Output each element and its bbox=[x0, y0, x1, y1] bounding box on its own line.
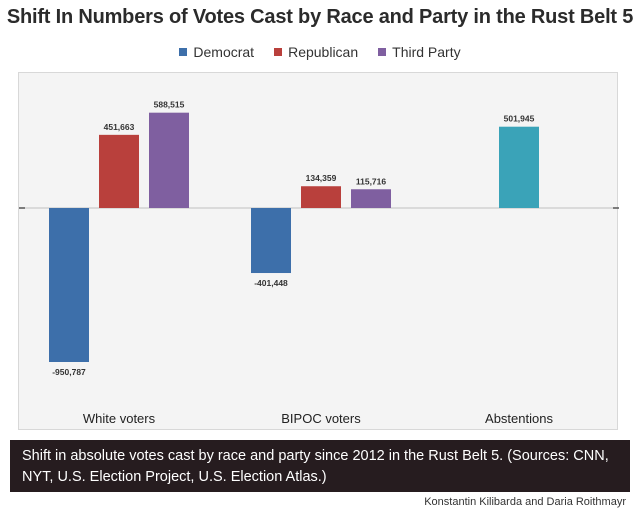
category-label-white-voters: White voters bbox=[83, 411, 156, 426]
chart-legend: Democrat Republican Third Party bbox=[0, 44, 640, 60]
democrat-white-voters-label: -950,787 bbox=[52, 367, 86, 377]
republican-bipoc-voters-bar bbox=[301, 186, 341, 208]
category-label-abstentions: Abstentions bbox=[485, 411, 553, 426]
third-party-white-voters-label: 588,515 bbox=[154, 100, 185, 110]
third-party-bipoc-voters-label: 115,716 bbox=[356, 176, 387, 186]
democrat-white-voters-bar bbox=[49, 208, 89, 362]
democrat-bipoc-voters-bar bbox=[251, 208, 291, 274]
republican-white-voters-label: 451,663 bbox=[104, 122, 135, 132]
third-party-bipoc-voters-bar bbox=[351, 189, 391, 208]
legend-item-third-party: Third Party bbox=[378, 44, 461, 60]
figure-caption: Shift in absolute votes cast by race and… bbox=[10, 440, 630, 492]
legend-label-third-party: Third Party bbox=[392, 44, 461, 60]
plot-area: -950,787 451,663 588,515 -401,448 134,359 115… bbox=[18, 72, 619, 430]
republican-white-voters-bar bbox=[99, 134, 139, 208]
legend-item-democrat: Democrat bbox=[179, 44, 254, 60]
legend-label-democrat: Democrat bbox=[193, 44, 255, 60]
chart-title: Shift In Numbers of Votes Cast by Race a… bbox=[6, 6, 634, 28]
bar-chart-svg: -950,787 451,663 588,515 -401,448 134,359 115… bbox=[19, 100, 619, 426]
third-party-white-voters-bar bbox=[149, 112, 189, 208]
legend-item-republican: Republican bbox=[274, 44, 358, 60]
legend-swatch-democrat bbox=[179, 48, 188, 56]
democrat-bipoc-voters-label: -401,448 bbox=[254, 278, 288, 288]
abstentions-label: 501,945 bbox=[504, 114, 535, 124]
figure-credit: Konstantin Kilibarda and Daria Roithmayr bbox=[424, 496, 626, 508]
abstentions-bar bbox=[499, 126, 539, 208]
legend-label-republican: Republican bbox=[288, 44, 359, 60]
legend-swatch-republican bbox=[274, 48, 283, 56]
legend-swatch-third-party bbox=[378, 48, 387, 56]
republican-bipoc-voters-label: 134,359 bbox=[306, 173, 337, 183]
category-label-bipoc-voters: BIPOC voters bbox=[281, 411, 361, 426]
